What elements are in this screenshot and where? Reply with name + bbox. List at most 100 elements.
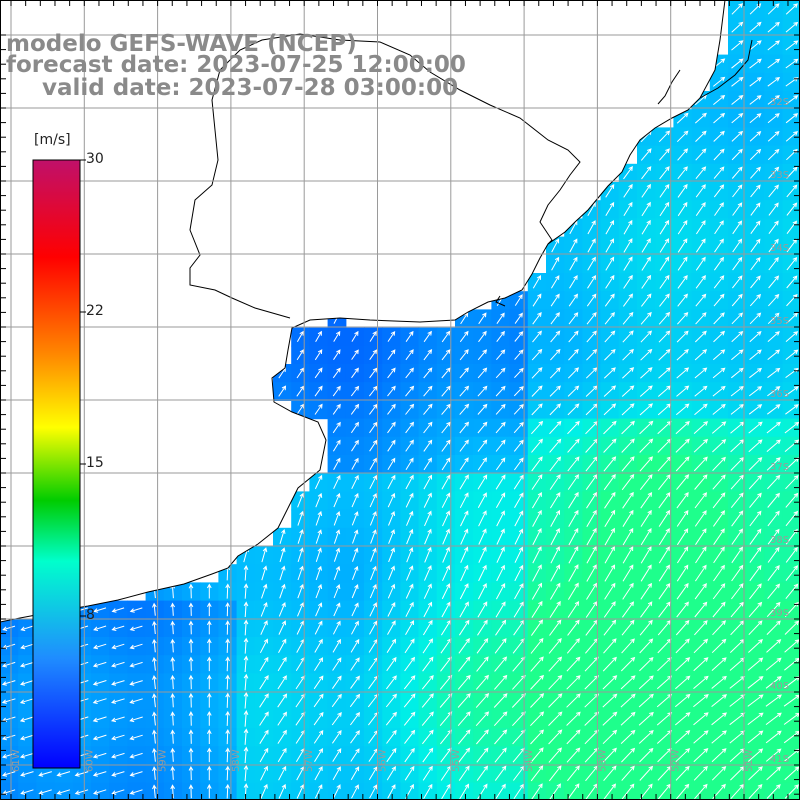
wind-arrow: [620, 693, 636, 708]
wind-arrow: [260, 765, 268, 781]
wind-arrow: [623, 219, 633, 235]
wind-arrow: [387, 492, 396, 508]
wind-arrow: [152, 784, 157, 799]
wind-arrow: [495, 474, 506, 490]
wind-arrow: [785, 404, 799, 415]
wind-arrow: [476, 638, 489, 654]
wind-arrow: [206, 656, 212, 672]
wind-arrow: [315, 565, 322, 581]
wind-arrow: [749, 583, 762, 600]
wind-arrow: [478, 312, 487, 325]
wind-arrow: [676, 385, 690, 397]
wind-arrow: [350, 675, 360, 689]
wind-arrow: [332, 385, 341, 397]
wind-arrow: [639, 403, 653, 416]
wind-arrow: [639, 438, 654, 453]
wind-arrow: [622, 293, 634, 307]
lat-label: 34S: [770, 243, 789, 254]
wind-arrow: [314, 766, 323, 781]
lat-label: 39S: [770, 608, 789, 619]
wind-arrow: [351, 349, 359, 360]
wind-arrow: [768, 166, 780, 179]
wind-arrow: [675, 438, 690, 453]
wind-arrow: [314, 349, 323, 361]
wind-arrow: [478, 546, 487, 563]
wind-arrow: [530, 711, 545, 727]
wind-arrow: [388, 565, 395, 581]
wind-arrow: [566, 638, 580, 654]
wind-arrow: [658, 546, 670, 564]
wind-arrow: [315, 492, 323, 508]
wind-arrow: [695, 256, 706, 271]
wind-arrow: [677, 183, 688, 198]
wind-arrow: [639, 765, 654, 781]
wind-arrow: [586, 348, 598, 361]
wind-arrow: [785, 95, 799, 105]
wind-arrow: [259, 656, 269, 672]
wind-arrow: [459, 403, 470, 415]
wind-arrow: [386, 675, 397, 690]
wind-arrow: [332, 620, 341, 635]
model-title: modelo GEFS-WAVE (NCEP): [6, 31, 357, 57]
wind-arrow: [748, 386, 763, 397]
wind-arrow: [732, 184, 743, 198]
wind-arrow: [403, 711, 416, 726]
wind-arrow: [785, 475, 799, 490]
wind-arrow: [475, 674, 489, 690]
wind-arrow: [586, 527, 597, 546]
wind-arrow: [568, 564, 579, 582]
wind-arrow: [711, 766, 727, 781]
wind-arrow: [659, 148, 670, 161]
wind-arrow: [785, 583, 799, 600]
wind-arrow: [749, 76, 762, 87]
wind-arrow: [369, 330, 377, 342]
wind-arrow: [658, 348, 671, 361]
wind-arrow: [385, 693, 397, 708]
wind-arrow: [350, 638, 360, 653]
wind-arrow: [620, 711, 636, 726]
wind-arrow: [569, 238, 578, 253]
wind-arrow: [747, 676, 764, 689]
wind-arrow: [731, 76, 744, 87]
wind-arrow: [333, 330, 341, 342]
wind-arrow: [441, 783, 451, 800]
wind-arrow: [423, 457, 432, 471]
wind-arrow: [604, 509, 616, 527]
wind-arrow: [297, 547, 304, 563]
wind-arrow: [766, 639, 782, 653]
wind-arrow: [567, 456, 580, 472]
wind-arrow: [477, 367, 488, 379]
wind-arrow: [388, 529, 395, 544]
wind-arrow: [243, 601, 249, 618]
wind-arrow: [767, 386, 781, 397]
wind-arrow: [531, 600, 543, 618]
wind-arrow: [567, 385, 580, 397]
wind-arrow: [129, 771, 143, 777]
wind-arrow: [476, 729, 489, 745]
wind-arrow: [423, 349, 433, 361]
wind-arrow: [297, 583, 304, 599]
wind-arrow: [387, 403, 396, 415]
wind-arrow: [243, 637, 249, 654]
wind-arrow: [586, 564, 597, 582]
wind-arrow: [129, 643, 143, 650]
wind-arrow: [458, 747, 471, 763]
wind-arrow: [111, 752, 125, 759]
wind-arrow: [694, 474, 708, 490]
wind-arrow: [260, 783, 268, 799]
wind-arrow: [19, 698, 34, 704]
wind-arrow: [567, 403, 580, 416]
wind-arrow: [225, 729, 230, 745]
wind-arrow: [640, 546, 652, 564]
wind-arrow: [111, 734, 125, 741]
wind-arrow: [675, 638, 690, 654]
wind-arrow: [785, 492, 799, 508]
wind-arrow: [732, 238, 743, 253]
wind-arrow: [387, 457, 396, 470]
wind-arrow: [785, 3, 798, 15]
wind-arrow: [225, 765, 230, 781]
wind-arrow: [712, 76, 726, 87]
wind-arrow: [765, 730, 782, 744]
wind-arrow: [694, 783, 708, 800]
wind-arrow: [531, 385, 543, 397]
